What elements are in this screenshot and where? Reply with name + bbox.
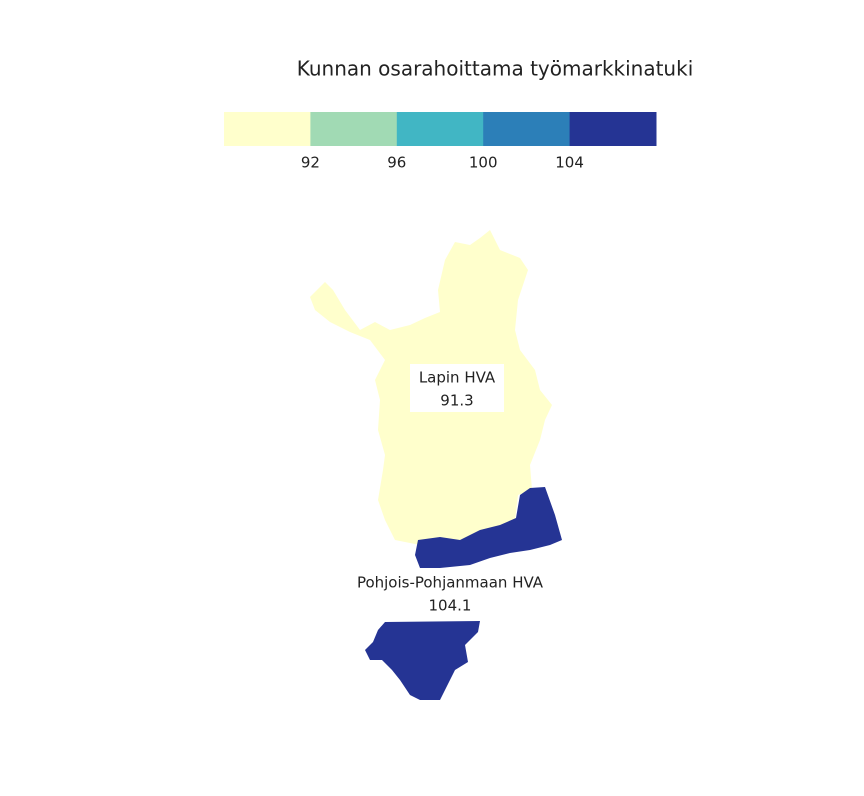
legend-swatch [396, 112, 484, 146]
legend-swatch [569, 112, 657, 146]
legend-swatch [224, 112, 311, 146]
legend-swatch [310, 112, 398, 146]
region-value: 91.3 [440, 392, 473, 410]
label-box [410, 364, 504, 412]
labels: Lapin HVA 91.3 Pohjois-Pohjanmaan HVA 104.1 [357, 364, 544, 615]
map-title: Kunnan osarahoittama työmarkkinatuki [297, 57, 694, 81]
region [365, 621, 480, 700]
legend-tick-label: 96 [387, 154, 406, 172]
legend: 92 96 100 104 [224, 112, 657, 172]
region [415, 487, 562, 568]
legend-swatch [483, 112, 571, 146]
legend-tick-label: 104 [555, 154, 584, 172]
legend-tick-label: 100 [469, 154, 498, 172]
region-value: 104.1 [429, 597, 472, 615]
legend-tick-label: 92 [301, 154, 320, 172]
regions [310, 230, 562, 700]
region-name: Lapin HVA [419, 369, 496, 387]
region-name: Pohjois-Pohjanmaan HVA [357, 574, 544, 592]
